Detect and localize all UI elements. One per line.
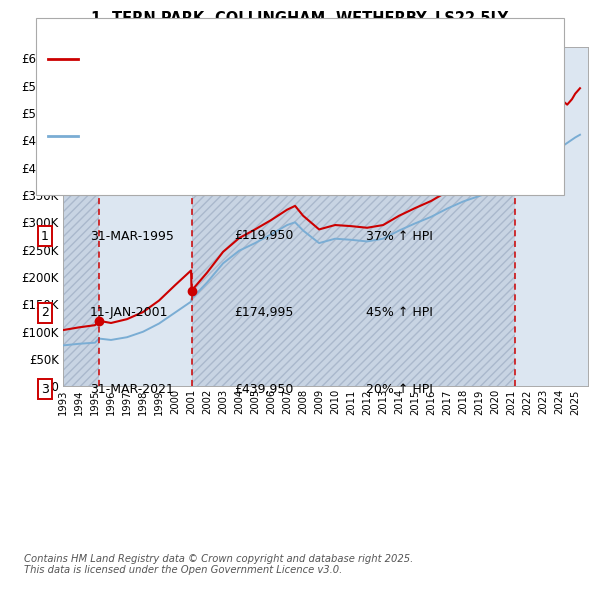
- Text: 2: 2: [188, 63, 195, 76]
- Text: 11-JAN-2001: 11-JAN-2001: [90, 306, 169, 319]
- Text: 2: 2: [41, 306, 49, 319]
- Bar: [99, 47, 191, 386]
- Text: 31-MAR-1995: 31-MAR-1995: [90, 230, 174, 242]
- Text: 3: 3: [41, 383, 49, 396]
- Text: 37% ↑ HPI: 37% ↑ HPI: [366, 230, 433, 242]
- Text: £119,950: £119,950: [234, 230, 293, 242]
- Text: 1: 1: [95, 63, 103, 76]
- Text: 31-MAR-2021: 31-MAR-2021: [90, 383, 174, 396]
- Text: 20% ↑ HPI: 20% ↑ HPI: [366, 383, 433, 396]
- Text: 1, TERN PARK, COLLINGHAM, WETHERBY, LS22 5LY (detached house): 1, TERN PARK, COLLINGHAM, WETHERBY, LS22…: [87, 54, 472, 64]
- Text: HPI: Average price, detached house, Leeds: HPI: Average price, detached house, Leed…: [87, 131, 326, 140]
- Text: 3: 3: [511, 63, 519, 76]
- Bar: [515, 47, 588, 386]
- Text: Price paid vs. HM Land Registry's House Price Index (HPI): Price paid vs. HM Land Registry's House …: [121, 22, 479, 35]
- Text: 45% ↑ HPI: 45% ↑ HPI: [366, 306, 433, 319]
- Text: £174,995: £174,995: [234, 306, 293, 319]
- Text: 1: 1: [41, 230, 49, 242]
- Text: Contains HM Land Registry data © Crown copyright and database right 2025.
This d: Contains HM Land Registry data © Crown c…: [24, 553, 413, 575]
- Bar: [63, 47, 99, 386]
- Text: 1, TERN PARK, COLLINGHAM, WETHERBY, LS22 5LY: 1, TERN PARK, COLLINGHAM, WETHERBY, LS22…: [91, 11, 509, 25]
- Bar: [191, 47, 515, 386]
- Text: £439,950: £439,950: [234, 383, 293, 396]
